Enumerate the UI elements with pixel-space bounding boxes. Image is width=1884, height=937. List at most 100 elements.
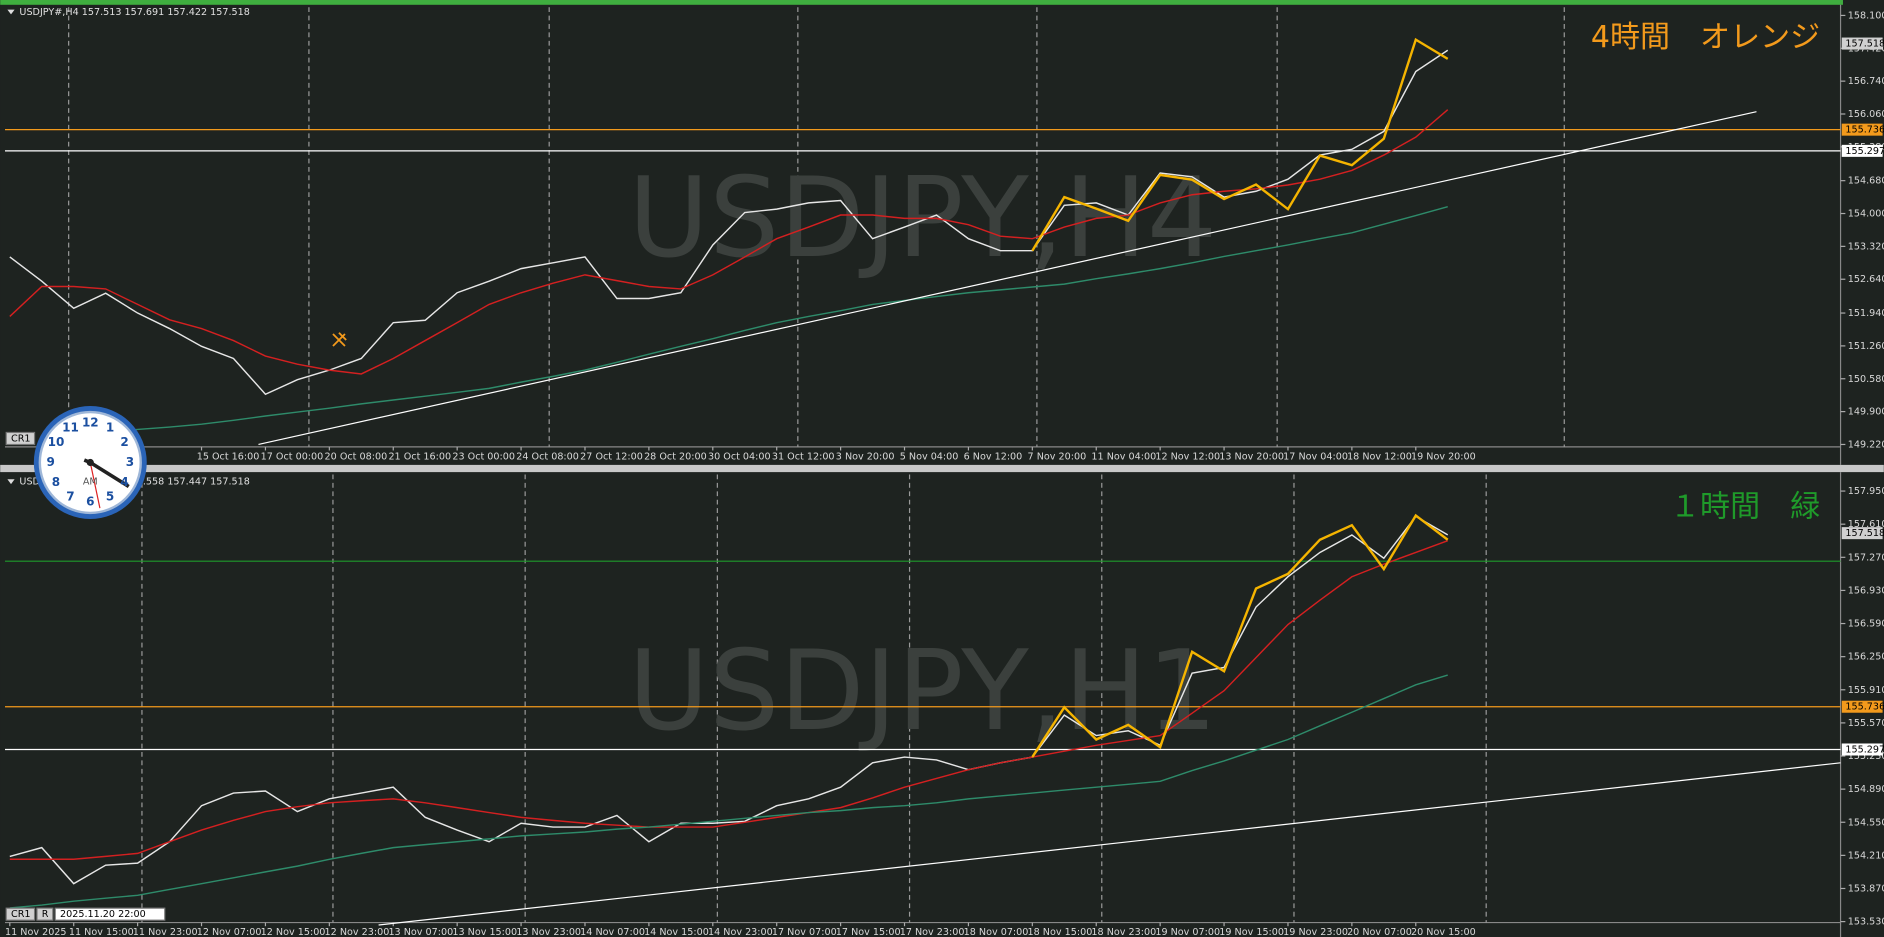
price-tag-label: 155.736	[1845, 702, 1884, 713]
series-line	[1031, 37, 1449, 252]
price-tag	[1841, 743, 1883, 756]
trend-line	[258, 111, 1757, 446]
clock-am: AM	[83, 477, 98, 488]
x-tick-label: 23 Oct 00:00	[452, 451, 515, 462]
chart-header: USDJPY#,H4 157.513 157.691 157.422 157.5…	[19, 7, 249, 18]
drawing-icon	[332, 332, 347, 347]
hour-hand	[89, 460, 130, 489]
series-line	[9, 540, 1448, 860]
y-tick-label: 155.570	[1848, 718, 1884, 729]
clock-number: 6	[86, 495, 94, 509]
x-tick-label: 17 Oct 00:00	[261, 451, 324, 462]
x-tick-label: 6 Nov 12:00	[964, 451, 1023, 462]
y-tick-label: 157.610	[1848, 519, 1884, 530]
y-tick-label: 156.060	[1848, 109, 1884, 120]
status-box	[5, 431, 36, 446]
annotation: １時間 緑	[1670, 490, 1820, 525]
x-tick-label: 12 Nov 15:00	[261, 927, 326, 937]
x-tick-label: 19 Nov 20:00	[1411, 451, 1476, 462]
last-price-label: 157.518	[1845, 39, 1884, 50]
panel-separator	[0, 464, 1884, 473]
price-tag	[1841, 144, 1883, 157]
clock-number: 7	[66, 489, 74, 503]
annotation: 4時間 オレンジ	[1591, 20, 1820, 55]
y-tick-label: 154.210	[1848, 850, 1884, 861]
price-tag	[1841, 123, 1883, 136]
y-tick-label: 149.900	[1848, 407, 1884, 418]
y-tick-label: 154.680	[1848, 176, 1884, 187]
period-separators	[68, 7, 1565, 923]
x-tick-label: 18 Nov 07:00	[964, 927, 1029, 937]
x-tick-label: 12 Nov 23:00	[325, 927, 390, 937]
price-tag-label: 155.297	[1845, 146, 1884, 157]
y-tick-label: 157.270	[1848, 552, 1884, 563]
y-tick-label: 153.530	[1848, 917, 1884, 928]
x-tick-label: 20 Nov 07:00	[1347, 927, 1412, 937]
last-price-tag	[1841, 527, 1883, 540]
y-tick-label: 154.890	[1848, 784, 1884, 795]
x-tick-label: 3 Nov 20:00	[836, 451, 895, 462]
price-tag	[1841, 700, 1883, 713]
status-label: 2025.11.20 22:00	[60, 909, 146, 920]
x-tick-label: 13 Nov 23:00	[516, 927, 581, 937]
x-tick-label: 18 Nov 23:00	[1091, 927, 1156, 937]
x-tick-label: 27 Oct 12:00	[580, 451, 643, 462]
x-tick-label: 11 Nov 2025	[5, 927, 67, 937]
status-box	[36, 907, 54, 921]
y-tick-label: 151.260	[1848, 341, 1884, 352]
x-tick-label: 17 Nov 07:00	[772, 927, 837, 937]
price-tag-label: 155.297	[1845, 744, 1884, 755]
x-tick-label: 13 Nov 20:00	[1219, 451, 1284, 462]
x-tick-label: 20 Nov 15:00	[1411, 927, 1476, 937]
x-tick-label: 13 Nov 07:00	[388, 927, 453, 937]
trend-line	[378, 762, 1841, 926]
x-tick-label: 20 Oct 08:00	[325, 451, 388, 462]
x-tick-label: 11 Nov 04:00	[1091, 451, 1156, 462]
y-tick-label: 155.230	[1848, 751, 1884, 762]
clock-number: 12	[82, 415, 99, 429]
x-tick-label: 5 Nov 04:00	[900, 451, 959, 462]
y-tick-label: 154.550	[1848, 817, 1884, 828]
x-tick-label: 24 Oct 08:00	[516, 451, 579, 462]
clock-number: 11	[62, 421, 79, 435]
y-tick-label: 153.870	[1848, 883, 1884, 894]
x-tick-label: 13 Nov 15:00	[452, 927, 517, 937]
y-tick-label: 153.320	[1848, 241, 1884, 252]
x-tick-label: 11 Nov 15:00	[69, 927, 134, 937]
clock-number: 2	[120, 435, 128, 449]
series-line	[9, 674, 1448, 909]
x-tick-label: 11 Nov 23:00	[133, 927, 198, 937]
x-tick-label: 21 Oct 16:00	[388, 451, 451, 462]
y-tick-label: 152.640	[1848, 274, 1884, 285]
y-tick-label: 154.000	[1848, 209, 1884, 220]
status-box	[54, 907, 166, 921]
clock-number: 9	[46, 455, 54, 469]
price-tag-label: 155.736	[1845, 125, 1884, 136]
x-tick-label: 12 Nov 07:00	[197, 927, 262, 937]
status-label: CR1	[11, 433, 31, 444]
series-line	[105, 206, 1448, 434]
last-price-label: 157.518	[1845, 528, 1884, 539]
status-label: R	[42, 909, 49, 920]
x-tick-label: 30 Oct 04:00	[708, 451, 771, 462]
y-tick-label: 156.930	[1848, 585, 1884, 596]
x-tick-label: 17 Nov 23:00	[900, 927, 965, 937]
x-tick-label: 28 Oct 20:00	[644, 451, 707, 462]
clock-number: 4	[120, 475, 128, 489]
header-arrow	[7, 479, 15, 485]
header-arrow	[7, 9, 15, 15]
series-line	[9, 515, 1449, 885]
x-tick-label: 19 Nov 15:00	[1219, 927, 1284, 937]
x-tick-label: 15 Oct 16:00	[197, 451, 260, 462]
x-tick-label: 14 Nov 07:00	[580, 927, 645, 937]
last-price-tag	[1841, 37, 1883, 50]
y-tick-label: 157.950	[1848, 486, 1884, 497]
x-tick-label: 19 Nov 07:00	[1155, 927, 1220, 937]
clock-number: 5	[106, 489, 114, 503]
y-tick-label: 156.250	[1848, 652, 1884, 663]
clock-number: 10	[48, 435, 65, 449]
watermark: USDJPY,H1	[628, 627, 1217, 756]
y-tick-label: 156.590	[1848, 619, 1884, 630]
